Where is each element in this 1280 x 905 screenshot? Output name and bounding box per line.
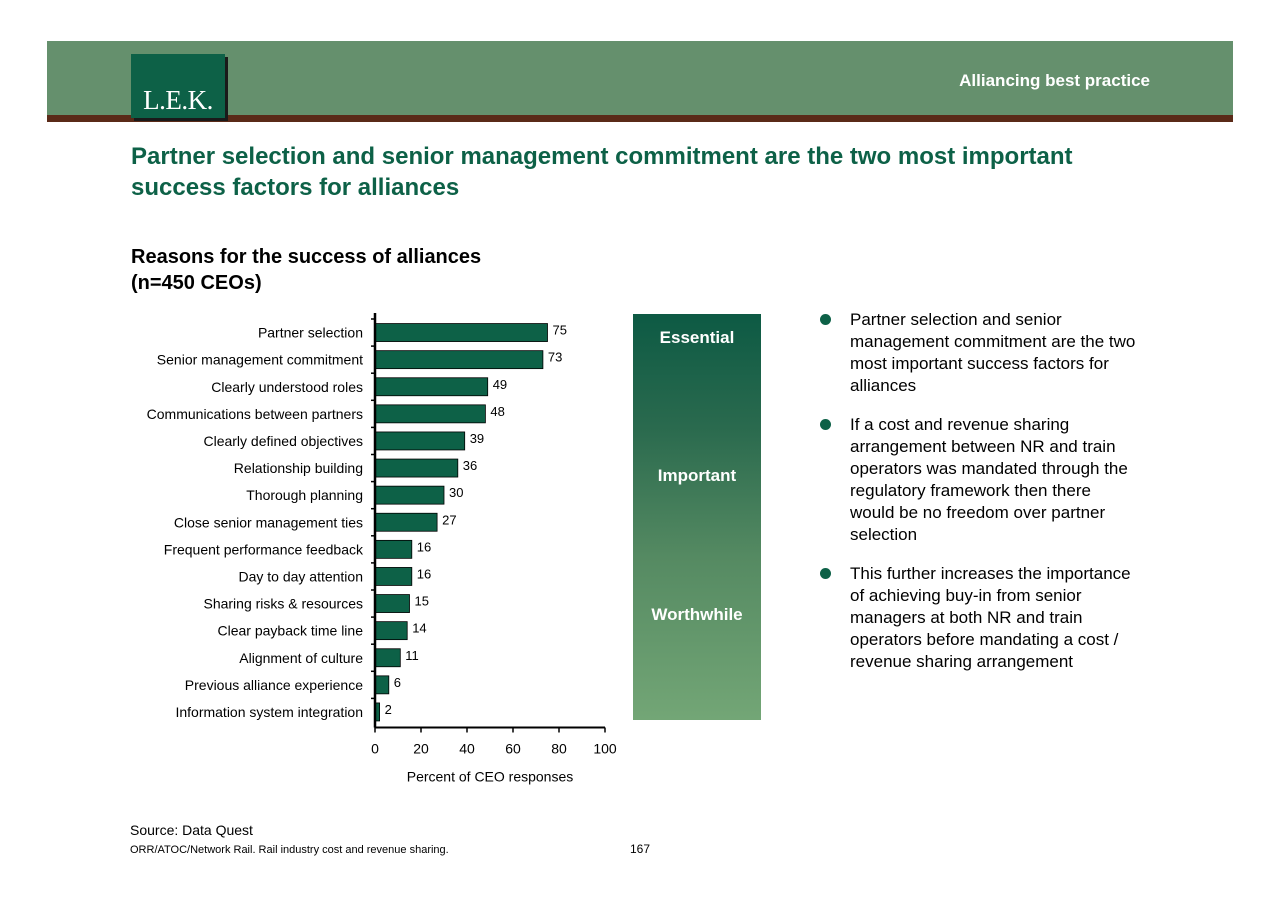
list-item: If a cost and revenue sharing arrangemen… <box>820 414 1140 546</box>
data-label: 2 <box>385 702 392 717</box>
category-label: Senior management commitment <box>157 352 363 368</box>
tier-essential: Essential <box>659 328 735 347</box>
bar <box>374 431 466 451</box>
bullet-text: This further increases the importance of… <box>850 564 1131 671</box>
header-band <box>47 41 1233 115</box>
data-label: 73 <box>548 350 562 365</box>
bar <box>374 350 544 370</box>
header-rule <box>47 115 1233 122</box>
bar <box>374 512 438 532</box>
data-label: 11 <box>405 648 419 663</box>
chart-title-line1: Reasons for the success of alliances <box>131 246 482 268</box>
category-label: Communications between partners <box>147 406 363 422</box>
bar <box>374 567 413 586</box>
bar <box>374 675 390 695</box>
page-title: Partner selection and senior management … <box>131 143 1073 201</box>
x-tick-label: 80 <box>551 741 567 757</box>
bar <box>374 539 413 559</box>
bullet-dot <box>820 568 831 579</box>
bullet-dot <box>820 314 831 325</box>
data-label: 6 <box>394 675 401 690</box>
category-label: Information system integration <box>175 704 363 720</box>
data-label: 36 <box>463 458 477 473</box>
key-findings-list: Partner selection and senior management … <box>820 309 1140 690</box>
category-label: Close senior management ties <box>174 514 363 530</box>
tier-worthwhile: Worthwhile <box>651 605 743 624</box>
bar <box>374 377 489 397</box>
bullet-text: If a cost and revenue sharing arrangemen… <box>850 415 1128 544</box>
category-label: Alignment of culture <box>239 650 363 666</box>
data-label: 27 <box>442 512 456 527</box>
lek-logo: L.E.K. <box>131 54 225 118</box>
category-label: Thorough planning <box>246 487 363 503</box>
data-label: 16 <box>417 566 431 581</box>
bullet-dot <box>820 419 831 430</box>
x-tick-label: 100 <box>593 741 617 757</box>
category-label: Previous alliance experience <box>185 677 363 693</box>
data-label: 15 <box>415 594 429 609</box>
bar <box>374 621 408 641</box>
category-label: Clear payback time line <box>217 623 363 639</box>
list-item: Partner selection and senior management … <box>820 309 1140 397</box>
bar <box>374 594 410 613</box>
data-label: 14 <box>412 621 426 636</box>
bar <box>374 458 459 478</box>
footer-note: ORR/ATOC/Network Rail. Rail industry cos… <box>130 844 449 856</box>
category-label: Partner selection <box>258 325 363 341</box>
page-number: 167 <box>630 842 651 856</box>
tier-important: Important <box>657 466 737 485</box>
category-label: Relationship building <box>234 460 363 476</box>
data-label: 39 <box>470 431 484 446</box>
bullet-text: Partner selection and senior management … <box>850 310 1136 395</box>
category-label: Clearly defined objectives <box>203 433 363 449</box>
data-label: 48 <box>490 404 504 419</box>
x-tick-label: 60 <box>505 741 521 757</box>
category-label: Day to day attention <box>238 568 363 584</box>
category-label: Frequent performance feedback <box>164 541 364 557</box>
x-tick-label: 20 <box>413 741 429 757</box>
bar <box>374 323 548 342</box>
data-label: 49 <box>493 377 507 392</box>
list-item: This further increases the importance of… <box>820 563 1140 673</box>
bar-chart: Partner selection 75 Senior management com… <box>147 313 617 785</box>
x-axis-label: Percent of CEO responses <box>407 769 574 785</box>
importance-tier-panel: Essential Important Worthwhile <box>633 314 761 720</box>
bar <box>374 648 401 668</box>
chart-title: Reasons for the success of alliances (n=… <box>131 244 551 296</box>
data-label: 16 <box>417 539 431 554</box>
data-label: 75 <box>553 323 567 338</box>
chart-title-sample-size: (n=450 CEOs) <box>131 272 262 294</box>
section-label: Alliancing best practice <box>959 71 1150 90</box>
x-tick-label: 40 <box>459 741 475 757</box>
x-tick-label: 0 <box>371 741 379 757</box>
source-note: Source: Data Quest <box>130 822 253 838</box>
bar <box>374 404 486 424</box>
bar <box>374 485 445 505</box>
data-label: 30 <box>449 485 463 500</box>
category-label: Sharing risks & resources <box>203 596 363 612</box>
category-label: Clearly understood roles <box>211 379 363 395</box>
